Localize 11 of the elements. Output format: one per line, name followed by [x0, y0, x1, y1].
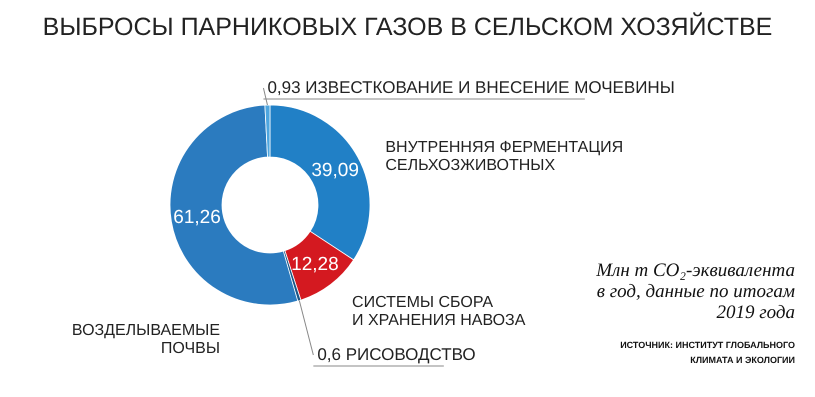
- data-label: 39,09: [311, 160, 359, 181]
- slice-label: 0,6 РИСОВОДСТВО: [317, 345, 476, 364]
- slice-label: ВОЗДЕЛЫВАЕМЫЕ ПОЧВЫ: [72, 322, 220, 357]
- text: ИСТОЧНИК: ИНСТИТУТ ГЛОБАЛЬНОГО КЛИМАТА И ЭКОЛОГИИ: [620, 340, 795, 365]
- slice-label: 0,93 ИЗВЕСТКОВАНИЕ И ВНЕСЕНИЕ МОЧЕВИНЫ: [267, 78, 675, 97]
- slice-label: СИСТЕМЫ СБОРА И ХРАНЕНИЯ НАВОЗА: [352, 294, 526, 329]
- chart-title: ВЫБРОСЫ ПАРНИКОВЫХ ГАЗОВ В СЕЛЬСКОМ ХОЗЯЙСТВЕ: [42, 12, 772, 41]
- data-label: 61,26: [173, 207, 221, 228]
- slice-label: ВНУТРЕННЯЯ ФЕРМЕНТАЦИЯ СЕЛЬХОЗЖИВОТНЫХ: [385, 139, 624, 174]
- data-label: 12,28: [291, 254, 339, 275]
- text: Млн т CO₂-эквивалента в год, данные по итогам 2019 года: [595, 260, 795, 323]
